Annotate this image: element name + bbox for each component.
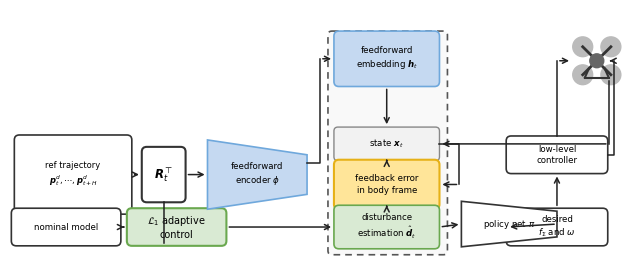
FancyBboxPatch shape xyxy=(506,208,608,246)
Text: nominal model: nominal model xyxy=(34,222,98,232)
Text: $\mathcal{L}_1$ adaptive
control: $\mathcal{L}_1$ adaptive control xyxy=(147,214,206,240)
FancyBboxPatch shape xyxy=(334,31,440,87)
FancyBboxPatch shape xyxy=(334,205,440,249)
Circle shape xyxy=(573,37,593,57)
FancyBboxPatch shape xyxy=(334,160,440,209)
FancyBboxPatch shape xyxy=(334,127,440,161)
Text: state $\boldsymbol{x}_t$: state $\boldsymbol{x}_t$ xyxy=(369,138,404,150)
Text: $\boldsymbol{R}_t^\top$: $\boldsymbol{R}_t^\top$ xyxy=(154,165,173,184)
Text: low-level
controller: low-level controller xyxy=(536,145,577,165)
Polygon shape xyxy=(461,201,557,247)
FancyBboxPatch shape xyxy=(127,208,227,246)
FancyBboxPatch shape xyxy=(142,147,186,202)
Text: ref trajectory
$\boldsymbol{p}_t^d, \cdots, \boldsymbol{p}_{t+H}^d$: ref trajectory $\boldsymbol{p}_t^d, \cdo… xyxy=(45,161,100,188)
Circle shape xyxy=(601,37,621,57)
FancyBboxPatch shape xyxy=(14,135,132,214)
Polygon shape xyxy=(207,140,307,209)
Text: policy net $\pi$: policy net $\pi$ xyxy=(483,218,535,230)
FancyBboxPatch shape xyxy=(12,208,121,246)
Text: feedback error
in body frame: feedback error in body frame xyxy=(355,174,419,195)
Circle shape xyxy=(601,65,621,85)
Text: desired
$f_\Sigma$ and $\omega$: desired $f_\Sigma$ and $\omega$ xyxy=(538,215,576,239)
Text: feedforward
embedding $\boldsymbol{h}_t$: feedforward embedding $\boldsymbol{h}_t$ xyxy=(356,46,418,71)
FancyBboxPatch shape xyxy=(328,31,447,255)
Text: feedforward
encoder $\phi$: feedforward encoder $\phi$ xyxy=(231,162,284,187)
Circle shape xyxy=(573,65,593,85)
Text: disturbance
estimation $\hat{\boldsymbol{d}}_t$: disturbance estimation $\hat{\boldsymbol… xyxy=(357,213,417,241)
FancyBboxPatch shape xyxy=(506,136,608,174)
Circle shape xyxy=(590,54,604,68)
